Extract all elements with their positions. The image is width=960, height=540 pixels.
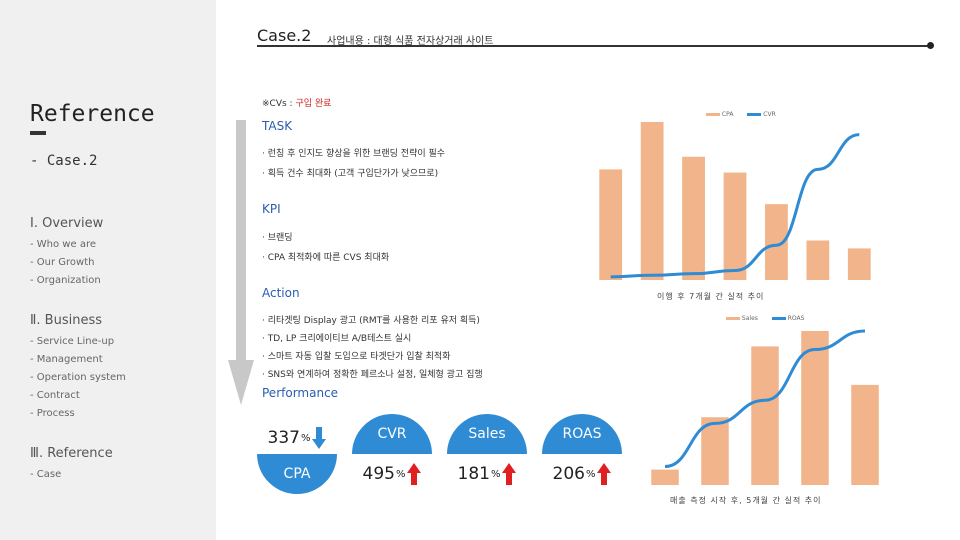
- legend-swatch-cpa: [706, 113, 720, 116]
- kpi-bullet: · CPA 최적화에 따른 CVS 최대화: [262, 253, 390, 263]
- nav-case[interactable]: - Case: [30, 469, 62, 480]
- action-bullet: · 스마트 자동 입찰 도입으로 타겟단가 입찰 최적화: [262, 352, 451, 362]
- bar-sales-4: [851, 384, 879, 485]
- chart1-legend: CPA CVR: [706, 111, 776, 118]
- action-label: Action: [262, 286, 300, 300]
- bar-cpa-2: [682, 156, 705, 280]
- bar-cpa-6: [847, 248, 871, 280]
- cvs-note: ※CVs : 구입 완료: [262, 96, 331, 109]
- cvs-note-highlight: 구입 완료: [295, 99, 332, 109]
- legend-label-roas: ROAS: [787, 315, 805, 322]
- chart-cpa-cvr: [599, 122, 871, 280]
- arrow-down-icon: [312, 427, 327, 449]
- bar-cpa-3: [723, 172, 747, 280]
- perf-roas-value: 206%: [542, 454, 622, 494]
- page-title: Case.2: [257, 26, 312, 45]
- arrow-up-icon: [597, 463, 612, 485]
- perf-cvr-unit: %: [395, 468, 406, 480]
- section-reference[interactable]: Ⅲ. Reference: [30, 446, 113, 461]
- page-subtitle: 사업내용 : 대형 식품 전자상거래 사이트: [327, 36, 494, 47]
- bar-cpa-1: [640, 122, 664, 280]
- kpi-label: KPI: [262, 202, 281, 216]
- line-cvr: [610, 133, 860, 279]
- nav-contract[interactable]: - Contract: [30, 390, 80, 401]
- bar-cpa-5: [806, 240, 830, 280]
- chart-sales-roas: [651, 329, 879, 485]
- legend-swatch-roas: [771, 317, 786, 320]
- legend-label-sales: Sales: [741, 315, 758, 322]
- nav-our-growth[interactable]: - Our Growth: [30, 257, 95, 268]
- cvs-note-prefix: ※CVs :: [262, 99, 296, 109]
- perf-cpa-unit: %: [300, 432, 311, 444]
- reference-underline: [30, 131, 46, 135]
- line-roas: [664, 329, 866, 469]
- section-overview[interactable]: Ⅰ. Overview: [30, 216, 104, 231]
- flow-arrow-icon: [228, 120, 254, 405]
- perf-sales-value: 181%: [447, 454, 527, 494]
- sidebar: [0, 0, 216, 540]
- header-dot: [927, 42, 934, 49]
- performance-label: Performance: [262, 386, 339, 400]
- action-bullet: · SNS와 연계하여 정확한 페르소나 설정, 일체형 광고 집행: [262, 370, 483, 380]
- perf-cpa-name: CPA: [257, 454, 337, 494]
- perf-roas-unit: %: [585, 468, 596, 480]
- perf-cvr-number: 495: [362, 464, 395, 484]
- arrow-up-icon: [502, 463, 517, 485]
- header-divider: [257, 45, 930, 47]
- legend-label-cpa: CPA: [721, 111, 734, 118]
- nav-service-lineup[interactable]: - Service Line-up: [30, 336, 115, 347]
- bar-sales-0: [651, 469, 679, 485]
- bar-sales-2: [751, 346, 779, 485]
- perf-sales-name: Sales: [447, 414, 527, 454]
- perf-sales-unit: %: [490, 468, 501, 480]
- perf-roas-number: 206: [552, 464, 585, 484]
- nav-who-we-are[interactable]: - Who we are: [30, 239, 96, 250]
- action-bullet: · 리타겟팅 Display 광고 (RMT를 사용한 리포 유저 획득): [262, 316, 480, 326]
- perf-cvr-name: CVR: [352, 414, 432, 454]
- section-business[interactable]: Ⅱ. Business: [30, 313, 102, 328]
- task-bullet: · 획득 건수 최대화 (고객 구입단가가 낮으므로): [262, 169, 439, 179]
- perf-cvr-value: 495%: [352, 454, 432, 494]
- reference-title: Reference: [30, 101, 155, 127]
- bar-cpa-0: [599, 169, 623, 280]
- nav-operation-system[interactable]: - Operation system: [30, 372, 126, 383]
- task-bullet: · 런칭 후 인지도 향상을 위한 브랜딩 전략이 필수: [262, 149, 446, 159]
- nav-organization[interactable]: - Organization: [30, 275, 101, 286]
- chart2-caption: 매출 측정 시작 후, 5개월 간 실적 추이: [670, 496, 822, 505]
- arrow-up-icon: [407, 463, 422, 485]
- task-label: TASK: [262, 119, 293, 133]
- bar-sales-3: [801, 331, 829, 485]
- nav-process[interactable]: - Process: [30, 408, 75, 419]
- perf-cpa-value: 337%: [257, 418, 337, 458]
- nav-management[interactable]: - Management: [30, 354, 103, 365]
- legend-swatch-cvr: [747, 113, 762, 116]
- bar-cpa-4: [765, 204, 788, 280]
- legend-label-cvr: CVR: [763, 111, 776, 118]
- chart1-caption: 이행 후 7개월 간 실적 추이: [657, 292, 765, 301]
- kpi-bullet: · 브랜딩: [262, 233, 293, 243]
- perf-cpa-number: 337: [267, 428, 300, 448]
- reference-case: - Case.2: [30, 153, 98, 169]
- perf-roas-name: ROAS: [542, 414, 622, 454]
- perf-sales-number: 181: [457, 464, 490, 484]
- action-bullet: · TD, LP 크리에이티브 A/B테스트 실시: [262, 334, 412, 344]
- legend-swatch-sales: [726, 317, 740, 320]
- chart2-legend: Sales ROAS: [726, 315, 804, 322]
- bar-sales-1: [701, 417, 729, 485]
